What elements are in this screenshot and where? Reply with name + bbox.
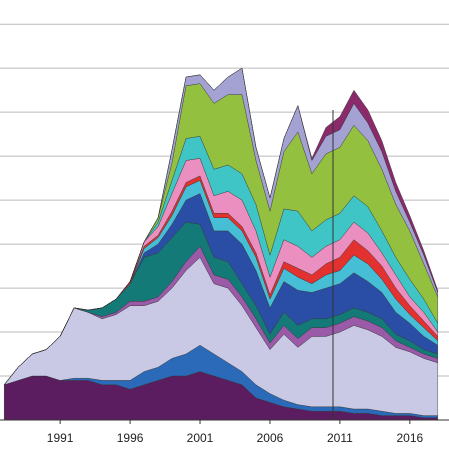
- x-tick-label: 2006: [257, 431, 284, 445]
- x-tick-label: 1996: [117, 431, 144, 445]
- areas: [3, 67, 438, 421]
- x-tick-label: 1991: [47, 431, 74, 445]
- x-tick-label: 2001: [187, 431, 214, 445]
- area: [4, 67, 438, 385]
- x-tick-label: 2016: [396, 431, 423, 445]
- x-ticks: 1991 1996 2001 2006 2011 2016: [47, 420, 424, 445]
- x-tick-label: 2011: [327, 431, 353, 445]
